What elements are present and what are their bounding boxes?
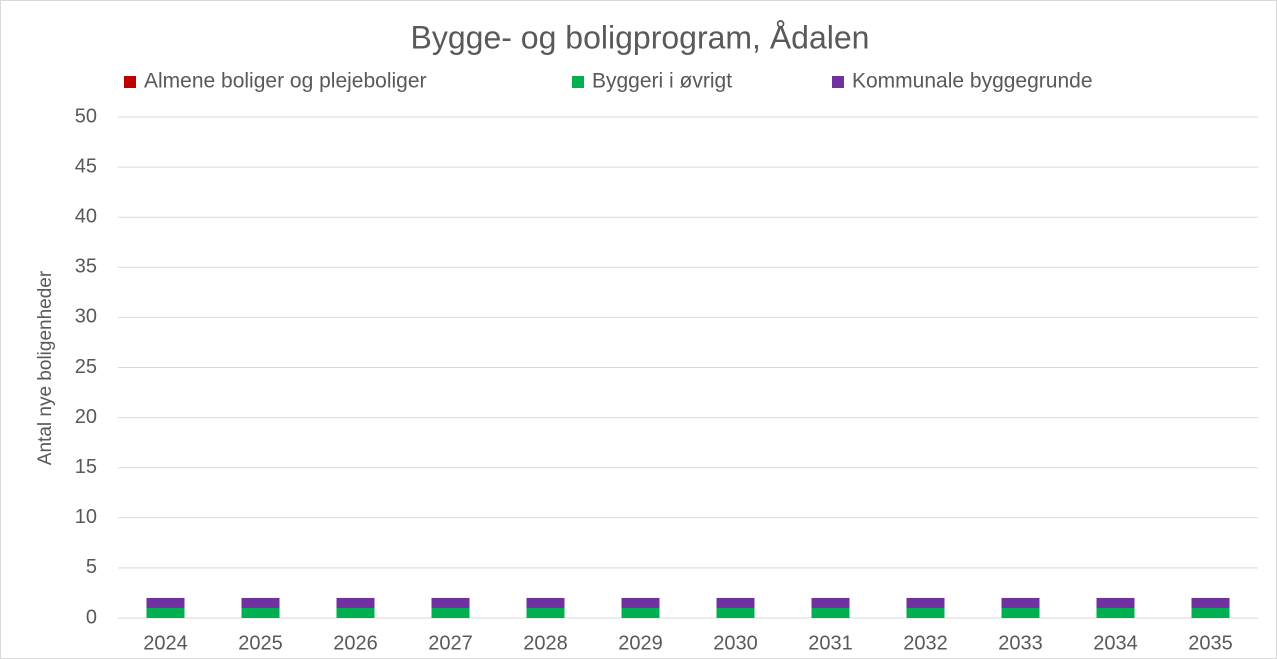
y-tick-label: 25 [75,356,97,378]
x-tick-label: 2029 [618,632,663,654]
bar-segment [716,597,755,608]
bar-segment [336,607,375,618]
bar-segment [621,597,660,608]
bar-segment [336,597,375,608]
legend-label: Almene boliger og plejeboliger [144,70,427,93]
x-tick-label: 2027 [428,632,473,654]
bar-segment [526,607,565,618]
y-tick-label: 35 [75,256,97,278]
bar-segment [1001,607,1040,618]
x-tick-label: 2031 [808,632,853,654]
y-tick-label: 5 [86,556,97,578]
bar-segment [431,607,470,618]
y-tick-label: 30 [75,306,97,328]
y-tick-label: 40 [75,205,97,227]
bar-segment [1191,607,1230,618]
bar-segment [526,597,565,608]
bar-segment [146,607,185,618]
chart-title: Bygge- og boligprogram, Ådalen [411,19,870,55]
x-tick-label: 2026 [333,632,378,654]
x-tick-label: 2035 [1188,632,1233,654]
bar-segment [1096,607,1135,618]
x-tick-label: 2033 [998,632,1043,654]
bar-segment [811,607,850,618]
bar-segment [716,607,755,618]
legend-swatch [572,76,584,88]
x-tick-label: 2034 [1093,632,1138,654]
y-tick-label: 50 [75,105,97,127]
y-tick-label: 20 [75,406,97,428]
bar-segment [811,597,850,608]
x-tick-label: 2028 [523,632,568,654]
bar-segment [621,607,660,618]
legend-label: Kommunale byggegrunde [852,70,1093,93]
bar-segment [906,607,945,618]
bar-segment [1191,597,1230,608]
bar-segment [906,597,945,608]
x-tick-label: 2025 [238,632,283,654]
legend-label: Byggeri i øvrigt [592,70,732,93]
bar-segment [241,607,280,618]
x-tick-label: 2032 [903,632,948,654]
x-tick-label: 2030 [713,632,758,654]
legend-swatch [832,76,844,88]
y-tick-label: 15 [75,456,97,478]
bar-segment [1096,597,1135,608]
bar-segment [1001,597,1040,608]
y-tick-label: 45 [75,155,97,177]
x-tick-label: 2024 [143,632,188,654]
y-axis-label: Antal nye boligenheder [35,270,56,465]
bar-segment [431,597,470,608]
y-tick-label: 0 [86,606,97,628]
y-tick-label: 10 [75,506,97,528]
legend-swatch [124,76,136,88]
bar-segment [241,597,280,608]
bar-segment [146,597,185,608]
